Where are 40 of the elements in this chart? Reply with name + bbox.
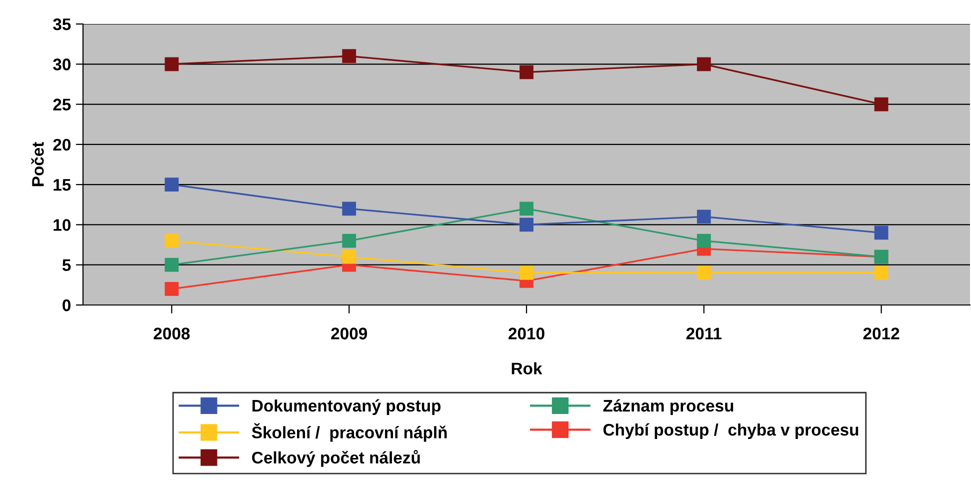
legend-label: Školení / pracovní náplň	[252, 423, 447, 442]
point	[874, 226, 888, 240]
y-tick-label: 30	[53, 58, 71, 70]
point	[520, 218, 534, 232]
point	[874, 266, 888, 280]
y-axis-title: Počet	[31, 142, 44, 186]
point	[164, 178, 179, 192]
point	[342, 202, 356, 216]
x-axis-title: Rok	[512, 362, 542, 374]
x-tick-label: 2011	[686, 328, 722, 340]
point	[874, 97, 888, 112]
y-tick-label: 25	[53, 98, 71, 110]
x-tick-label: 2008	[154, 328, 190, 340]
point	[696, 266, 711, 280]
point	[164, 282, 179, 296]
point	[342, 234, 356, 248]
point	[164, 258, 179, 272]
legend-label: Celkový počet nálezů	[252, 450, 420, 467]
x-tick-label: 2009	[331, 328, 368, 340]
y-tick-label: 10	[54, 219, 71, 231]
y-tick-label: 5	[62, 259, 71, 272]
point	[696, 57, 711, 72]
point	[520, 65, 534, 80]
point	[164, 234, 179, 248]
point	[164, 57, 179, 72]
y-tick-label: 0	[62, 299, 71, 312]
point	[342, 250, 356, 264]
point	[696, 210, 711, 224]
legend-label: Záznam procesu	[603, 399, 734, 415]
y-tick-label: 15	[54, 179, 71, 191]
point	[520, 266, 534, 280]
legend-label: Chybí postup / chyba v procesu	[603, 423, 858, 439]
y-tick-label: 35	[53, 18, 71, 30]
x-tick-label: 2012	[863, 328, 900, 340]
y-tick-label: 20	[53, 138, 71, 151]
point	[342, 49, 356, 64]
point	[696, 234, 711, 248]
legend-label: Dokumentovaný postup	[252, 399, 441, 415]
point	[520, 202, 534, 216]
x-tick-label: 2010	[508, 328, 544, 340]
